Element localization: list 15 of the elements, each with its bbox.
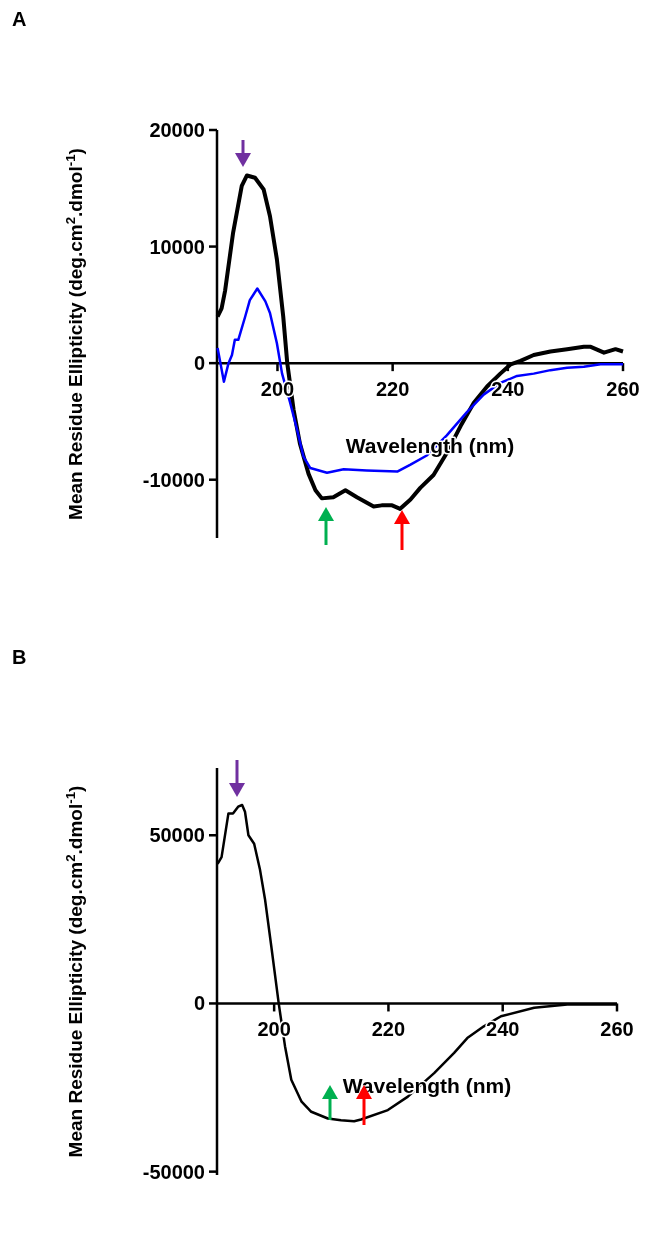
- y-tick-label: 0: [193, 992, 205, 1015]
- x-tick-label: 260: [606, 378, 640, 401]
- text: A: [12, 8, 27, 30]
- x-tick-label: 240: [486, 1018, 520, 1041]
- y-tick-label: -50000: [142, 1160, 205, 1183]
- x-tick-label: 220: [375, 378, 410, 401]
- text: B: [12, 646, 27, 668]
- y-tick-label: 20000: [149, 119, 205, 141]
- x-tick-label: 260: [600, 1018, 634, 1041]
- y-tick-label: -10000: [142, 468, 205, 491]
- x-tick-label: 220: [371, 1018, 406, 1041]
- x-tick-label: 240: [491, 378, 525, 401]
- y-tick-label: 0: [193, 352, 205, 375]
- y-tick-label: 50000: [149, 824, 205, 847]
- y-tick-label: 10000: [149, 235, 205, 258]
